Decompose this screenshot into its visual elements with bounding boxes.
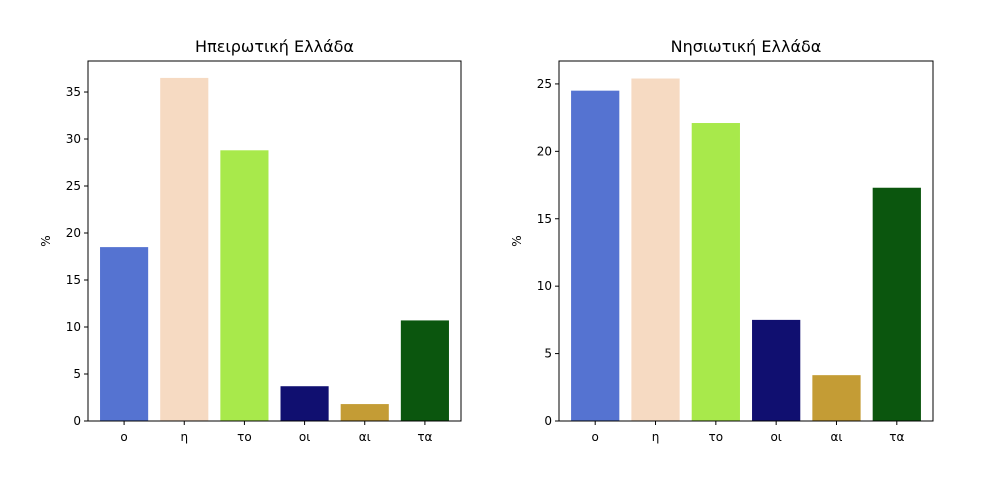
y-tick-label: 15 [66, 273, 81, 287]
y-axis-label: % [510, 235, 524, 246]
y-tick-label: 0 [73, 414, 81, 428]
y-tick-label: 25 [66, 179, 81, 193]
x-tick-label: τα [417, 430, 432, 444]
bar-4 [340, 404, 389, 421]
x-tick-label: το [237, 430, 252, 444]
x-tick-label: ο [592, 430, 599, 444]
chart-title: Ηπειρωτική Ελλάδα [195, 37, 354, 56]
y-tick-label: 5 [73, 367, 81, 381]
y-tick-label: 20 [537, 144, 552, 158]
x-tick-label: το [709, 430, 724, 444]
plot-frame [558, 60, 934, 422]
bar-3 [280, 386, 329, 421]
bar-4 [812, 375, 861, 421]
y-axis-label: % [39, 235, 53, 246]
y-tick-label: 25 [537, 77, 552, 91]
bar-3 [752, 319, 801, 421]
bar-0 [571, 90, 620, 422]
chart-panel-mainland: ο η το οι αι τα 0 5 10 15 20 25 30 35 Ηπειρωτική Ελλάδ… [39, 37, 462, 444]
x-tick-label: οι [770, 430, 781, 444]
y-tick-label: 15 [537, 212, 552, 226]
x-tick-label: οι [299, 430, 310, 444]
x-tick-label: ο [120, 430, 127, 444]
bar-5 [872, 187, 921, 421]
x-tick-label: αι [830, 430, 842, 444]
y-tick-label: 30 [66, 132, 81, 146]
x-tick-label: τα [889, 430, 904, 444]
bar-2 [691, 123, 740, 422]
chart-title: Νησιωτική Ελλάδα [671, 37, 822, 56]
y-tick-label: 10 [537, 279, 552, 293]
x-tick-label: η [652, 430, 660, 444]
bar-0 [100, 247, 149, 421]
bar-5 [400, 320, 449, 421]
x-tick-label: αι [359, 430, 371, 444]
bar-1 [160, 77, 209, 421]
y-tick-label: 35 [66, 85, 81, 99]
bar-1 [631, 78, 680, 422]
bar-2 [220, 150, 269, 421]
chart-panel-islands: ο η το οι αι τα 0 5 10 15 20 25 Νησιωτική Ελλάδα% [510, 37, 934, 444]
y-tick-label: 20 [66, 226, 81, 240]
y-tick-label: 0 [544, 414, 552, 428]
y-tick-label: 5 [544, 347, 552, 361]
plot-frame [87, 60, 462, 422]
y-tick-label: 10 [66, 320, 81, 334]
x-tick-label: η [180, 430, 188, 444]
